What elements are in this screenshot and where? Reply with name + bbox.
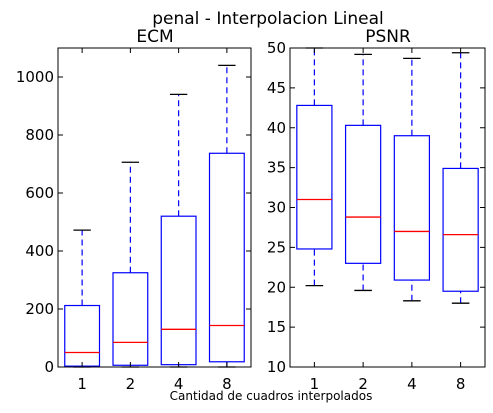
y-tick-label: 10 [267,358,286,376]
y-tick-label: 15 [267,318,286,336]
y-tick-label: 800 [25,126,54,144]
box [112,272,149,366]
box [160,215,197,366]
ecm-title: ECM [136,27,173,47]
y-tick-label: 600 [25,184,54,202]
box [442,167,479,292]
y-tick-label: 400 [25,242,54,260]
x-axis-label: Cantidad de cuadros interpolados [170,389,373,403]
box [208,152,245,363]
y-tick-label: 200 [25,300,54,318]
y-tick-label: 20 [267,278,286,296]
y-tick-label: 40 [267,119,286,137]
x-tick-label: 8 [222,375,232,393]
x-tick-label: 1 [310,375,320,393]
x-tick-label: 4 [174,375,184,393]
box [296,104,333,250]
x-tick-label: 4 [407,375,417,393]
psnr-boxplot: 10 15 20 25 30 35 40 45 50 1 2 4 8 [267,39,486,393]
axes-frame [289,47,486,368]
psnr-title: PSNR [365,27,411,47]
box [64,304,101,367]
x-tick-label: 1 [77,375,87,393]
y-tick-label: 35 [267,159,286,177]
y-tick-label: 0 [44,358,54,376]
box [344,124,382,264]
x-tick-label: 2 [358,375,368,393]
y-tick-label: 30 [267,199,286,217]
x-tick-label: 8 [456,375,466,393]
x-tick-label: 2 [126,375,136,393]
box [393,135,431,281]
y-tick-label: 25 [267,238,286,256]
figure-title: penal - Interpolacion Lineal [152,9,384,29]
y-tick-label: 1000 [16,68,54,86]
y-tick-label: 45 [267,79,286,97]
ecm-boxplot: 0 200 400 600 800 1000 1 2 4 8 [16,47,252,393]
y-tick-label: 50 [267,39,286,57]
axes-frame [57,47,252,368]
